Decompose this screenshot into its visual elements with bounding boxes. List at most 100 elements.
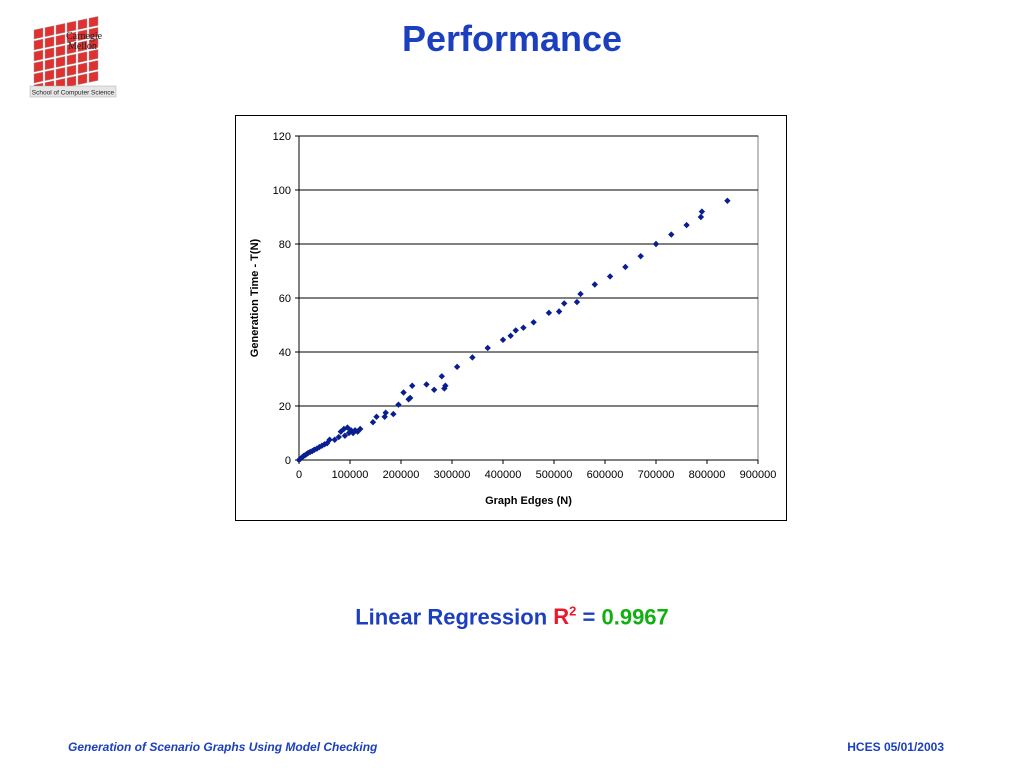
logo-square xyxy=(88,71,99,83)
logo-square xyxy=(66,75,77,88)
data-point xyxy=(668,231,675,238)
logo-square xyxy=(66,31,77,44)
chart-frame: 0 20 40 60 80 100 120 0 100000 200000 300000 400000… xyxy=(235,115,787,521)
data-point xyxy=(591,281,598,288)
data-point xyxy=(395,401,402,408)
y-tick-label: 80 xyxy=(279,239,291,251)
scatter-chart: 0 20 40 60 80 100 120 0 100000 200000 300000 400000… xyxy=(249,131,777,507)
x-tick-label: 600000 xyxy=(587,469,624,481)
logo-square xyxy=(55,34,66,46)
logo-square xyxy=(66,20,77,33)
data-point xyxy=(423,381,430,388)
y-tick-label: 40 xyxy=(279,347,291,359)
logo-square xyxy=(88,38,99,50)
data-point xyxy=(442,382,449,389)
x-tick-label: 500000 xyxy=(536,469,573,481)
x-tick-label: 900000 xyxy=(740,469,777,481)
data-point xyxy=(530,319,537,326)
x-tick-label: 0 xyxy=(296,469,302,481)
logo-square xyxy=(77,18,88,30)
x-axis-title: Graph Edges (N) xyxy=(485,495,572,507)
footer-title: Generation of Scenario Graphs Using Mode… xyxy=(68,740,378,754)
logo-square xyxy=(55,45,66,57)
logo-square xyxy=(44,36,55,48)
slide-title: Performance xyxy=(401,18,623,59)
logo-grid xyxy=(33,16,99,95)
data-point xyxy=(357,425,364,433)
data-point xyxy=(573,298,581,306)
data-point xyxy=(561,300,568,307)
logo-square xyxy=(88,49,99,61)
data-point xyxy=(453,363,461,371)
data-point xyxy=(652,240,660,248)
data-point xyxy=(369,419,377,426)
data-point xyxy=(438,373,445,380)
data-point xyxy=(382,409,389,416)
r-squared-symbol: R2 xyxy=(553,604,576,629)
footer-date: HCES 05/01/2003 xyxy=(847,740,944,754)
logo-square xyxy=(88,27,99,39)
data-point xyxy=(349,429,357,437)
logo-square xyxy=(33,49,44,62)
y-tick-label: 0 xyxy=(285,455,291,467)
logo-square xyxy=(66,53,77,66)
logo-square xyxy=(55,67,66,79)
data-point xyxy=(622,263,629,271)
logo-caption-bg xyxy=(29,85,117,98)
data-point xyxy=(409,382,416,389)
data-point xyxy=(512,327,519,334)
data-point xyxy=(507,332,514,339)
data-point xyxy=(499,336,507,344)
logo-square xyxy=(66,42,77,55)
data-point xyxy=(347,427,355,434)
logo-square xyxy=(77,40,88,52)
logo-square xyxy=(66,64,77,77)
logo-text-line2: Mellon xyxy=(68,41,97,52)
r-letter: R xyxy=(553,604,570,630)
logo-square xyxy=(33,27,44,40)
logo-square xyxy=(44,69,55,81)
data-point xyxy=(683,221,690,229)
data-point xyxy=(724,197,731,204)
y-tick-label: 60 xyxy=(279,293,291,305)
equals-sign: = xyxy=(576,604,602,630)
data-point xyxy=(698,208,706,215)
logo-square xyxy=(33,38,44,51)
data-point xyxy=(340,425,348,433)
y-tick-label: 20 xyxy=(279,401,291,413)
data-point xyxy=(326,436,333,443)
y-axis-title: Generation Time - T(N) xyxy=(249,238,261,357)
logo-square xyxy=(33,60,44,73)
x-tick-label: 400000 xyxy=(485,469,522,481)
data-point xyxy=(373,413,380,420)
data-point xyxy=(484,344,491,352)
logo-square xyxy=(44,25,55,37)
data-point xyxy=(331,436,338,443)
data-point xyxy=(520,324,527,331)
logo-square xyxy=(88,60,99,72)
data-point xyxy=(577,290,584,298)
logo-square xyxy=(33,71,44,84)
data-point xyxy=(697,213,705,221)
logo-square xyxy=(55,56,66,68)
data-point xyxy=(545,309,553,317)
x-tick-label: 800000 xyxy=(689,469,726,481)
logo-square xyxy=(77,73,88,85)
data-point xyxy=(316,443,323,451)
data-point xyxy=(606,273,614,280)
data-point xyxy=(430,386,438,393)
logo-caption: School of Computer Science xyxy=(32,90,115,97)
data-point xyxy=(637,252,644,260)
data-point xyxy=(390,410,397,418)
cmu-logo: Carnegie Mellon School of Computer Science xyxy=(28,14,118,100)
data-point xyxy=(335,433,342,441)
logo-square xyxy=(77,62,88,74)
regression-result: Linear Regression R2 = 0.9967 xyxy=(0,604,1024,630)
x-tick-label: 700000 xyxy=(638,469,675,481)
data-point xyxy=(469,354,476,361)
logo-square xyxy=(77,51,88,63)
logo-square xyxy=(44,58,55,70)
logo-text-line1: Carnegie xyxy=(66,31,103,42)
logo-square xyxy=(44,47,55,59)
